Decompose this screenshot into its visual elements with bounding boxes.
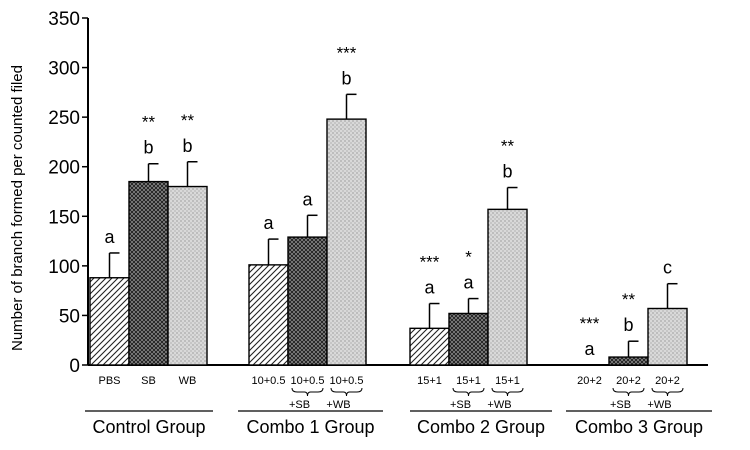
significance-letter: b bbox=[502, 162, 512, 182]
y-tick-label: 300 bbox=[48, 59, 80, 80]
significance-stars: ** bbox=[181, 111, 195, 130]
bar bbox=[128, 180, 169, 366]
bar bbox=[487, 208, 528, 366]
bar bbox=[326, 118, 367, 366]
y-tick-label: 0 bbox=[69, 356, 80, 377]
group-label: Combo 2 Group bbox=[417, 417, 545, 437]
labels: a PBS b ** SB b ** WB Control Group a 10+0.5 a 10+0.… bbox=[85, 43, 712, 437]
category-label: PBS bbox=[98, 375, 120, 387]
bar bbox=[248, 264, 289, 366]
significance-letter: c bbox=[663, 258, 672, 278]
brace bbox=[291, 387, 324, 397]
significance-letter: b bbox=[182, 136, 192, 156]
category-label: 20+2 bbox=[616, 375, 641, 387]
significance-stars: ** bbox=[501, 137, 515, 156]
category-label: WB bbox=[179, 375, 197, 387]
bar bbox=[448, 312, 489, 366]
significance-letter: a bbox=[104, 227, 115, 247]
group-label: Combo 3 Group bbox=[575, 417, 703, 437]
y-tick-label: 250 bbox=[48, 108, 80, 129]
category-label: 15+1 bbox=[495, 375, 520, 387]
brace bbox=[651, 387, 684, 397]
significance-letter: a bbox=[424, 278, 435, 298]
brace bbox=[330, 387, 363, 397]
sub-label: +WB bbox=[647, 399, 671, 411]
significance-stars: ** bbox=[142, 113, 156, 132]
significance-stars: *** bbox=[337, 43, 357, 62]
category-label: 10+0.5 bbox=[291, 375, 325, 387]
significance-letter: b bbox=[341, 68, 351, 88]
significance-stars: ** bbox=[622, 290, 636, 309]
y-tick-label: 50 bbox=[59, 306, 80, 327]
bar bbox=[608, 356, 649, 366]
y-tick-label: 350 bbox=[48, 9, 80, 30]
brace bbox=[452, 387, 485, 397]
sub-label: +WB bbox=[326, 399, 350, 411]
significance-letter: b bbox=[143, 138, 153, 158]
significance-letter: b bbox=[623, 315, 633, 335]
category-label: SB bbox=[141, 375, 156, 387]
significance-letter: a bbox=[584, 339, 595, 359]
bar bbox=[647, 307, 688, 366]
sub-label: +SB bbox=[610, 399, 631, 411]
y-tick-label: 150 bbox=[48, 207, 80, 228]
bar bbox=[167, 185, 208, 366]
significance-letter: a bbox=[263, 213, 274, 233]
significance-stars: *** bbox=[420, 253, 440, 272]
category-label: 15+1 bbox=[417, 375, 442, 387]
category-label: 10+0.5 bbox=[252, 375, 286, 387]
y-tick-label: 200 bbox=[48, 158, 80, 179]
category-label: 15+1 bbox=[456, 375, 481, 387]
brace bbox=[491, 387, 524, 397]
bar bbox=[89, 277, 130, 366]
bars bbox=[89, 93, 688, 366]
significance-stars: *** bbox=[580, 314, 600, 333]
y-axis-label: Number of branch formed per counted file… bbox=[9, 65, 26, 351]
bar bbox=[287, 236, 328, 366]
category-label: 10+0.5 bbox=[330, 375, 364, 387]
bar bbox=[409, 327, 450, 366]
y-tick-label: 100 bbox=[48, 257, 80, 278]
category-label: 20+2 bbox=[577, 375, 602, 387]
sub-label: +WB bbox=[487, 399, 511, 411]
sub-label: +SB bbox=[450, 399, 471, 411]
significance-letter: a bbox=[302, 189, 313, 209]
brace bbox=[612, 387, 645, 397]
significance-letter: a bbox=[463, 273, 474, 293]
group-label: Control Group bbox=[92, 417, 205, 437]
group-label: Combo 1 Group bbox=[246, 417, 374, 437]
sub-label: +SB bbox=[289, 399, 310, 411]
category-label: 20+2 bbox=[655, 375, 680, 387]
significance-stars: * bbox=[465, 248, 472, 267]
